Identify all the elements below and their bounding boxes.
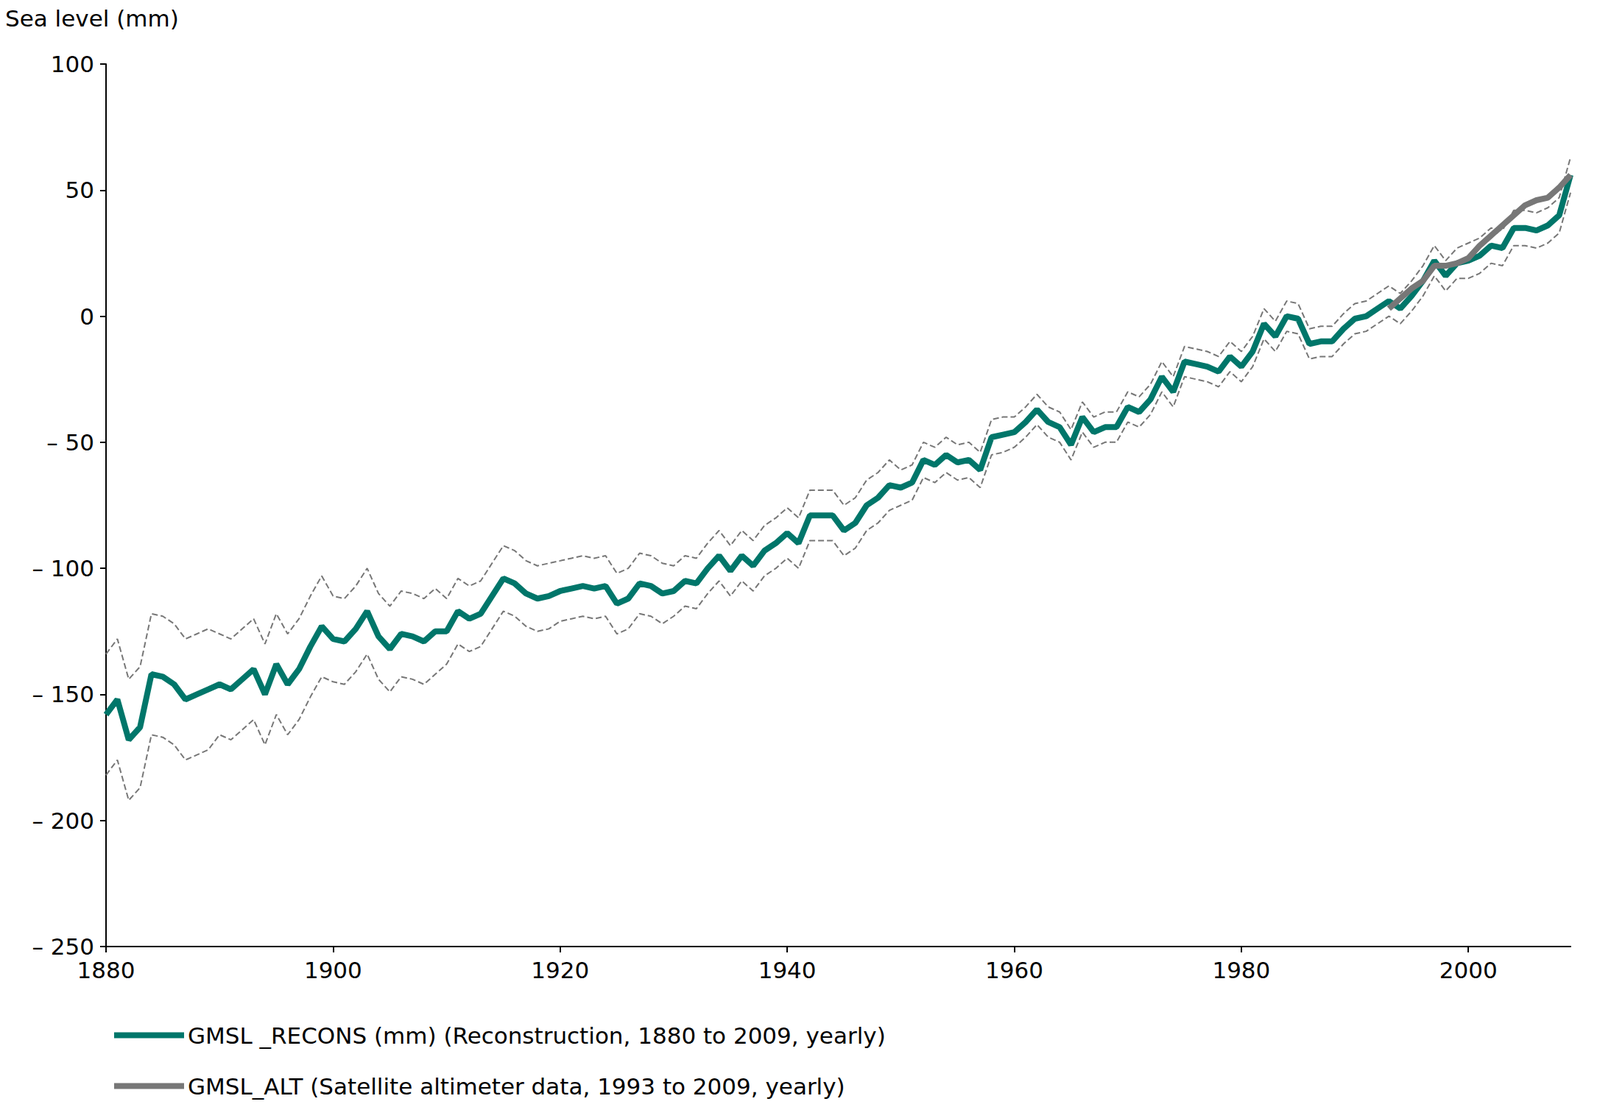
svg-text:1920: 1920 (530, 957, 590, 984)
svg-text:2000: 2000 (1439, 957, 1498, 984)
svg-text:Sea level (mm): Sea level (mm) (5, 5, 179, 32)
svg-text:– 200: – 200 (31, 807, 95, 835)
svg-text:GMSL_ALT (Satellite altimeter: GMSL_ALT (Satellite altimeter data, 1993… (187, 1073, 846, 1101)
svg-text:– 50: – 50 (46, 429, 95, 456)
svg-text:1940: 1940 (758, 957, 817, 984)
svg-text:1900: 1900 (304, 957, 363, 984)
svg-text:– 250: – 250 (32, 933, 95, 961)
svg-text:1880: 1880 (77, 957, 136, 984)
svg-text:GMSL _RECONS (mm) (Reconstruct: GMSL _RECONS (mm) (Reconstruction, 1880 … (187, 1022, 886, 1050)
svg-text:0: 0 (79, 303, 95, 330)
svg-text:1980: 1980 (1211, 957, 1271, 984)
svg-text:1960: 1960 (985, 957, 1044, 984)
svg-text:50: 50 (65, 176, 95, 204)
svg-text:– 100: – 100 (31, 555, 95, 582)
svg-text:– 150: – 150 (31, 681, 95, 708)
svg-text:100: 100 (50, 50, 95, 78)
